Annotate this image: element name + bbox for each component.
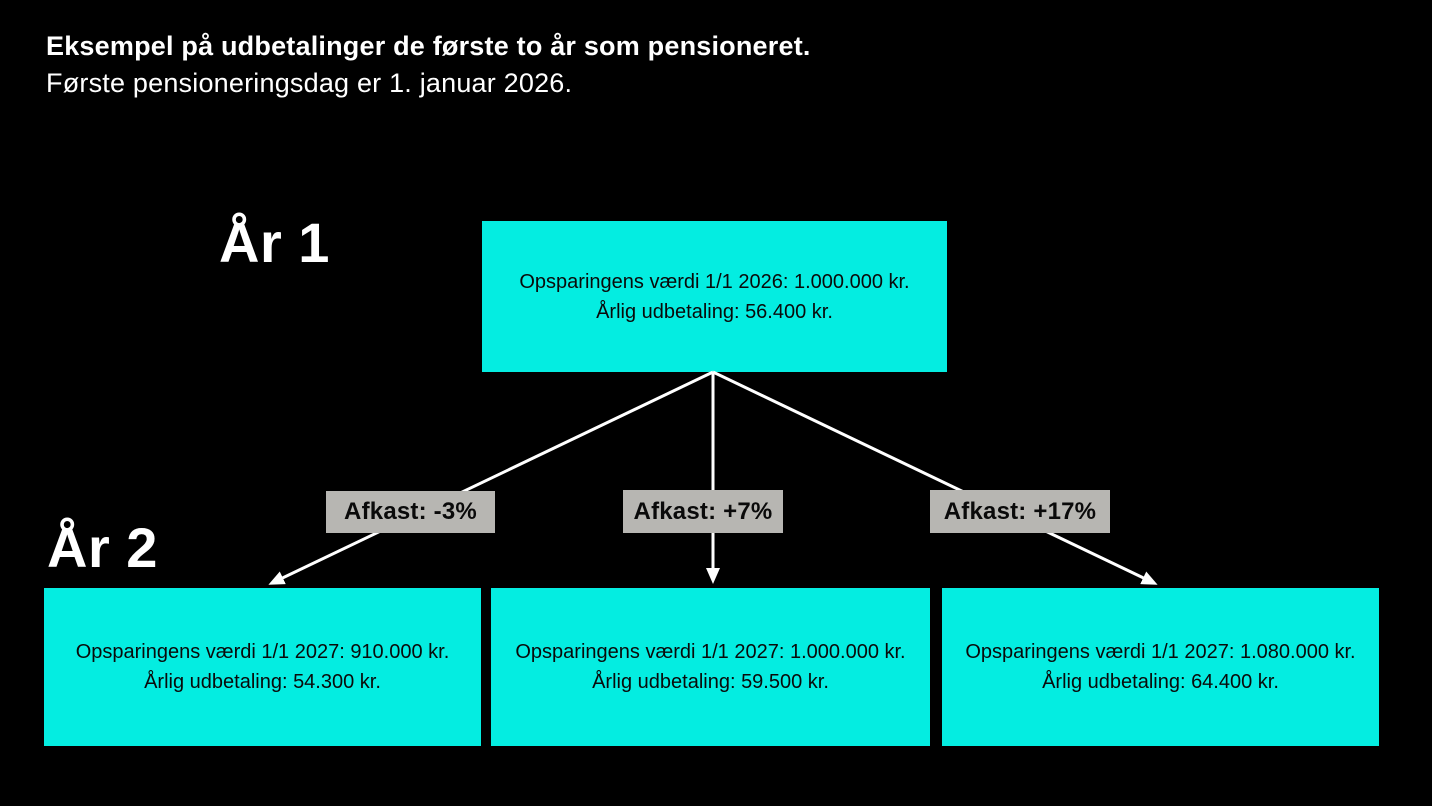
year2-scenario-1-payout: Årlig udbetaling: 54.300 kr. (144, 671, 381, 693)
return-label-plus-17: Afkast: +17% (930, 490, 1110, 533)
diagram-title: Eksempel på udbetalinger de første to år… (46, 31, 811, 61)
arrow-to-scenario-1 (268, 370, 714, 585)
year2-scenario-3-value: Opsparingens værdi 1/1 2027: 1.080.000 k… (965, 641, 1356, 663)
year1-label: År 1 (219, 211, 330, 274)
year2-label: År 2 (47, 516, 158, 579)
year2-scenario-1-box: Opsparingens værdi 1/1 2027: 910.000 kr.… (44, 588, 481, 746)
return-label-plus-7: Afkast: +7% (623, 490, 783, 533)
year2-scenario-2-value: Opsparingens værdi 1/1 2027: 1.000.000 k… (515, 641, 906, 663)
year2-scenario-2-box: Opsparingens værdi 1/1 2027: 1.000.000 k… (491, 588, 930, 746)
diagram-subtitle: Første pensioneringsdag er 1. januar 202… (46, 68, 573, 98)
year2-scenario-2-payout: Årlig udbetaling: 59.500 kr. (592, 671, 829, 693)
arrow-to-scenario-3 (712, 370, 1158, 585)
year1-savings-box: Opsparingens værdi 1/1 2026: 1.000.000 k… (482, 221, 947, 372)
year1-annual-payout: Årlig udbetaling: 56.400 kr. (596, 300, 833, 323)
header: Eksempel på udbetalinger de første to år… (46, 28, 811, 102)
year2-scenario-3-box: Opsparingens værdi 1/1 2027: 1.080.000 k… (942, 588, 1379, 746)
year2-scenario-1-value: Opsparingens værdi 1/1 2027: 910.000 kr. (75, 641, 450, 663)
year2-scenario-3-payout: Årlig udbetaling: 64.400 kr. (1042, 671, 1279, 693)
year1-savings-value: Opsparingens værdi 1/1 2026: 1.000.000 k… (519, 270, 910, 293)
return-label-negative-3: Afkast: -3% (326, 491, 495, 533)
